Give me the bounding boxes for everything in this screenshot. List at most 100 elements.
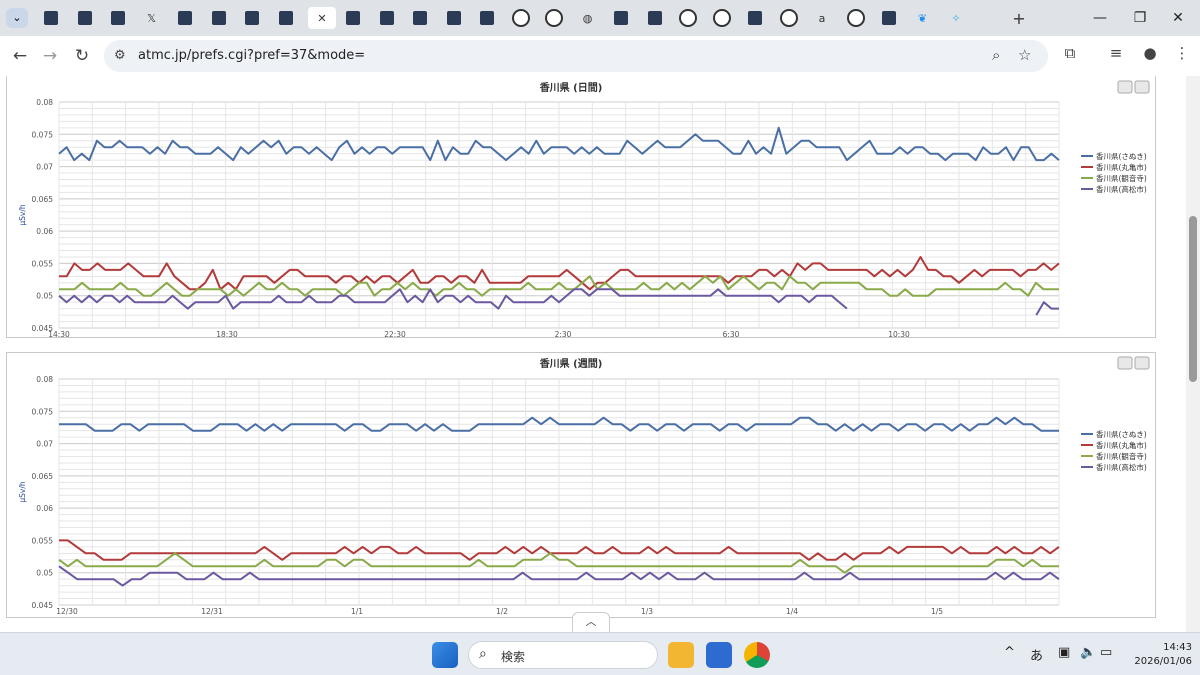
x-tick-label: 12/30 [56,607,78,616]
url-text[interactable]: atmc.jp/prefs.cgi?pref=37&mode= [138,48,366,63]
tab[interactable]: ✧ [951,11,961,25]
taskbar-search[interactable]: ⌕ 検索 [468,641,658,669]
x-tick-label: 18:30 [216,330,238,339]
tab[interactable]: ◍ [582,11,593,25]
tab[interactable] [476,7,498,29]
tab-search-button[interactable]: ⌄ [6,8,28,28]
network-icon[interactable]: ▣ [1058,645,1071,660]
ime-indicator[interactable]: あ [1030,649,1044,664]
y-tick-label: 0.055 [32,259,54,268]
media-control-icon[interactable]: ≡ [1109,44,1123,62]
legend-entry: 香川県(さぬき) [1096,429,1147,439]
file-explorer-icon[interactable] [668,642,694,668]
taskbar: ⌕ 検索 ^ あ ▣ 🔈 ▭ 14:43 2026/01/06 [0,632,1200,675]
scroll-up-button[interactable]: ︿ [572,612,610,632]
profile-avatar[interactable]: ● [1143,44,1157,62]
y-tick-label: 0.065 [32,195,54,204]
tab[interactable] [711,7,733,29]
series-line [59,256,1060,291]
x-tick-label: 2:30 [555,330,572,339]
page-content: 香川県 (日間) 0.08 0.075 0.07 0.065 0.06 0.055 0.05 0… [0,76,1200,632]
maximize-button[interactable]: ❐ [1133,10,1147,26]
tab[interactable]: 𝕏 [147,11,156,25]
series-line [58,288,1059,316]
bookmark-star-icon[interactable]: ☆ [1018,46,1032,64]
zoom-icon[interactable]: ⌕ [992,46,1001,64]
page-scrollbar[interactable] [1186,76,1200,632]
tab[interactable] [878,7,900,29]
x-tick-label: 12/31 [201,607,223,616]
scrollbar-thumb[interactable] [1189,216,1197,382]
chrome-icon[interactable] [744,642,770,668]
address-bar[interactable]: ⚙ atmc.jp/prefs.cgi?pref=37&mode= ⌕ ☆ [104,40,1048,72]
print-icon [1117,356,1133,370]
notepad-icon[interactable] [706,642,732,668]
tab[interactable] [744,7,766,29]
legend-entry: 香川県(丸亀市) [1096,162,1147,172]
forward-icon[interactable]: → [42,46,58,66]
y-tick-label: 0.07 [36,440,53,449]
menu-icon[interactable]: ⋮ [1174,44,1190,62]
minimize-button[interactable]: — [1093,10,1107,26]
tab[interactable] [543,7,565,29]
y-tick-label: 0.065 [32,472,54,481]
series-line [58,552,1059,574]
tab[interactable] [677,7,699,29]
tab[interactable] [376,7,398,29]
x-tick-label: 1/1 [351,607,363,616]
series-line [59,416,1059,432]
tab[interactable] [778,7,800,29]
series-line [58,565,1060,587]
tab[interactable] [74,7,96,29]
y-tick-label: 0.06 [36,227,53,236]
tab[interactable] [275,7,297,29]
tab[interactable] [644,7,666,29]
y-tick-label: 0.06 [36,504,53,513]
weekly-chart-panel: 香川県 (週間) 0.08 0.075 0.07 0.065 0.06 0.055 0.05 0… [6,352,1156,618]
tab[interactable]: a [818,11,826,25]
series-line [59,539,1060,561]
close-window-button[interactable]: ✕ [1172,10,1184,26]
back-icon[interactable]: ← [12,46,28,66]
y-tick-label: 0.08 [36,375,53,384]
weekly-chart: 香川県 (週間) 0.08 0.075 0.07 0.065 0.06 0.055 0.05 0… [18,356,1150,616]
download-icon [1134,80,1150,94]
tab-close-icon[interactable]: ✕ [308,7,336,29]
y-tick-label: 0.075 [32,130,54,139]
tab[interactable] [174,7,196,29]
tab[interactable]: ❦ [917,11,928,25]
legend-entry: 香川県(高松市) [1096,462,1147,472]
tab[interactable] [409,7,431,29]
x-tick-label: 1/2 [496,607,508,616]
tab[interactable] [610,7,632,29]
site-info-icon[interactable]: ⚙ [114,48,126,63]
taskbar-search-label: 検索 [501,650,526,664]
tab[interactable] [241,7,263,29]
battery-icon[interactable]: ▭ [1100,645,1113,660]
new-tab-button[interactable]: + [1012,8,1026,28]
chart-title: 香川県 (日間) [540,81,603,94]
legend-entry: 香川県(高松市) [1096,184,1147,194]
tab[interactable] [845,7,867,29]
tab[interactable] [342,7,364,29]
reload-icon[interactable]: ↻ [74,46,90,66]
tab[interactable] [208,7,230,29]
extensions-icon[interactable]: ⧉ [1064,44,1076,62]
daily-chart: 香川県 (日間) 0.08 0.075 0.07 0.065 0.06 0.055 0.05 0… [18,80,1150,339]
tab[interactable] [107,7,129,29]
volume-icon[interactable]: 🔈 [1080,645,1097,660]
legend-entry: 香川県(観音寺) [1096,451,1147,461]
browser-toolbar: ← → ↻ ⚙ atmc.jp/prefs.cgi?pref=37&mode= … [0,36,1200,76]
tab[interactable] [510,7,532,29]
tab[interactable] [443,7,465,29]
tray-overflow-icon[interactable]: ^ [1004,645,1015,660]
x-tick-label: 1/5 [931,607,943,616]
chart-title: 香川県 (週間) [540,357,603,370]
clock[interactable]: 14:43 2026/01/06 [1128,641,1192,669]
start-icon[interactable] [432,642,458,668]
search-icon: ⌕ [479,646,487,662]
y-axis-label: μSv/h [18,481,27,502]
series-line [59,275,1059,297]
tab[interactable] [40,7,62,29]
x-tick-label: 14:30 [48,330,70,339]
